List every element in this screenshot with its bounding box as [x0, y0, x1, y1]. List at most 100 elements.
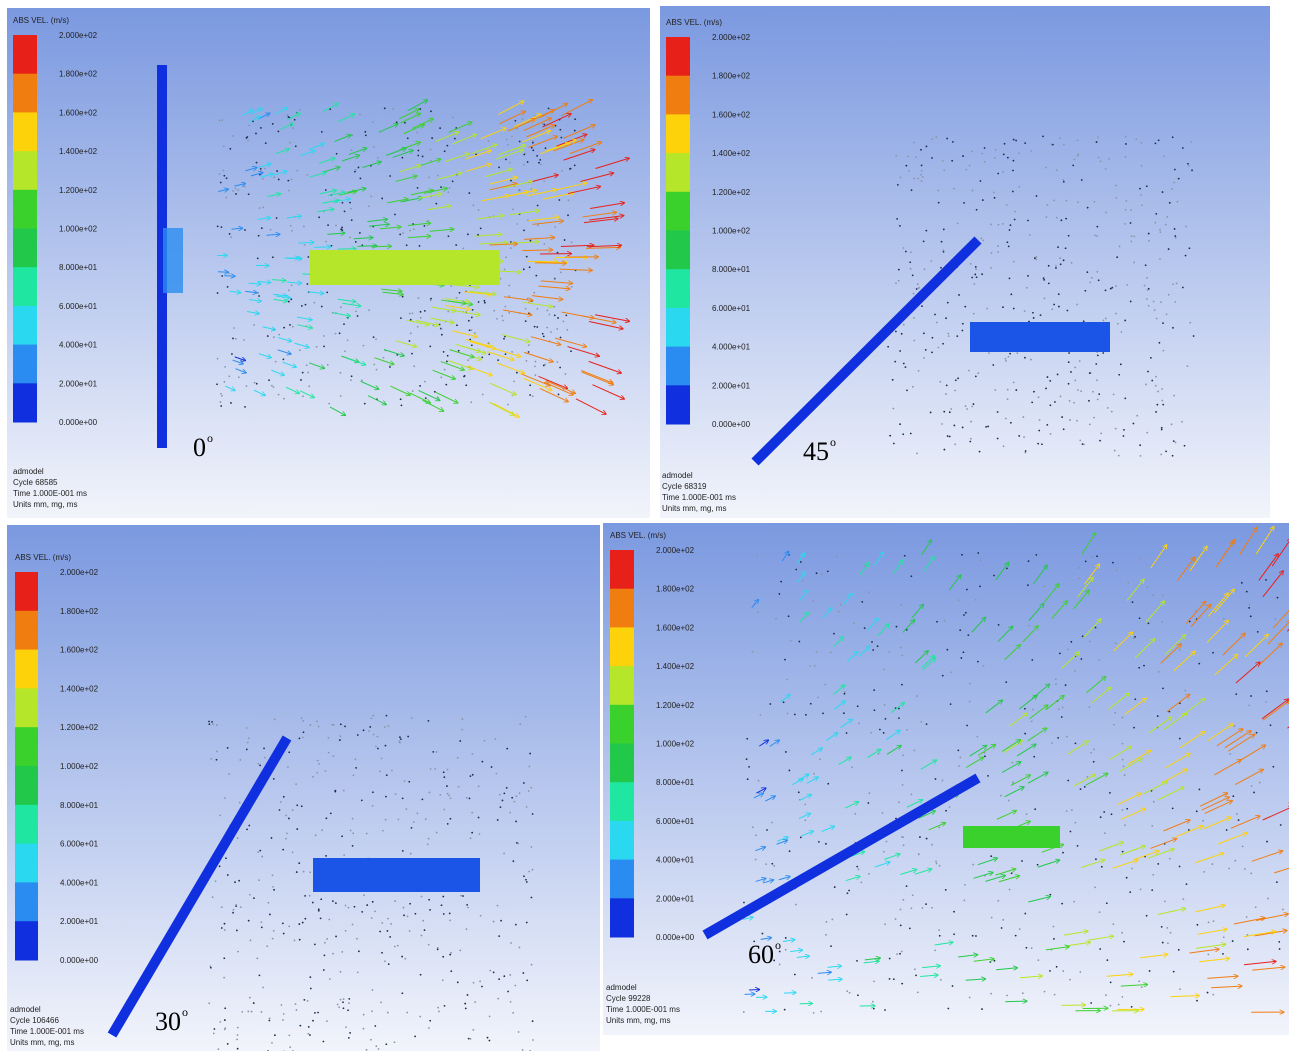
particle	[1155, 411, 1157, 413]
velocity-arrow	[560, 245, 594, 246]
particle	[1009, 421, 1012, 424]
particle	[511, 135, 513, 138]
particle	[216, 292, 219, 294]
velocity-arrow	[245, 168, 256, 172]
particle	[1115, 569, 1118, 572]
particle	[1139, 454, 1142, 457]
particle	[371, 1010, 373, 1013]
particle	[261, 855, 264, 858]
velocity-arrow	[1175, 826, 1203, 838]
particle	[827, 782, 830, 785]
particle	[262, 206, 265, 209]
particle	[898, 224, 901, 227]
particle	[287, 766, 289, 768]
particle	[1097, 136, 1100, 139]
particle	[1121, 758, 1124, 761]
particle	[940, 240, 943, 243]
velocity-arrow	[1217, 540, 1234, 566]
angle-label: 0	[193, 433, 206, 462]
particle	[1173, 168, 1176, 171]
particle	[226, 285, 229, 288]
velocity-arrow	[1027, 772, 1048, 784]
particle	[1100, 432, 1103, 435]
particle	[531, 868, 534, 871]
particle	[1083, 443, 1085, 446]
particle	[273, 1034, 276, 1037]
particle	[238, 879, 241, 882]
particle	[236, 1026, 239, 1029]
particle	[269, 913, 271, 916]
particle	[1174, 441, 1177, 444]
particle	[434, 768, 436, 770]
velocity-arrow	[769, 740, 779, 747]
particle	[472, 981, 475, 984]
particle	[1170, 423, 1173, 426]
particle	[477, 233, 479, 236]
particle	[529, 752, 532, 755]
particle	[902, 362, 905, 365]
velocity-arrow	[845, 876, 860, 882]
particle	[505, 786, 508, 789]
legend-label: 0.000e+00	[59, 418, 98, 427]
particle	[470, 316, 473, 319]
particle	[347, 906, 350, 909]
velocity-arrow	[337, 299, 356, 301]
particle	[1163, 900, 1166, 903]
particle	[1059, 137, 1061, 140]
particle	[220, 405, 223, 407]
particle	[1032, 317, 1035, 319]
particle	[303, 225, 305, 228]
particle	[1090, 556, 1093, 559]
velocity-arrow	[441, 299, 465, 303]
particle	[1073, 158, 1076, 161]
velocity-arrow	[877, 624, 889, 636]
velocity-arrow	[503, 296, 533, 301]
particle	[929, 411, 932, 414]
angle-degree: o	[775, 938, 781, 952]
particle	[375, 1045, 378, 1048]
particle	[370, 1038, 372, 1041]
particle	[272, 886, 274, 888]
particle	[1006, 156, 1009, 159]
velocity-arrow	[874, 862, 890, 868]
particle	[934, 313, 936, 316]
particle	[386, 1011, 389, 1014]
particle	[1222, 618, 1225, 620]
velocity-arrow	[382, 292, 403, 294]
velocity-arrow	[489, 184, 517, 191]
particle	[429, 345, 432, 348]
footer-line: Cycle 99228	[606, 994, 651, 1003]
particle	[531, 141, 534, 144]
particle	[1167, 293, 1170, 296]
particle	[234, 337, 237, 340]
velocity-arrow	[1098, 842, 1123, 852]
particle	[292, 127, 295, 129]
particle	[427, 943, 430, 946]
velocity-arrow	[751, 600, 759, 608]
particle	[424, 818, 427, 821]
particle	[423, 380, 426, 383]
particle	[328, 402, 331, 405]
particle	[209, 965, 212, 968]
particle	[1049, 432, 1052, 435]
velocity-arrow	[562, 100, 592, 116]
particle	[220, 927, 223, 929]
particle	[1282, 908, 1284, 911]
particle	[1059, 263, 1062, 266]
particle	[526, 297, 529, 300]
particle	[247, 139, 250, 142]
particle	[429, 908, 431, 911]
footer-line: Time 1.000E-001 ms	[13, 489, 87, 498]
particle	[457, 349, 460, 352]
velocity-arrow	[1244, 635, 1268, 658]
velocity-arrow	[797, 774, 809, 781]
particle	[989, 266, 992, 269]
particle	[1066, 309, 1069, 312]
particle	[239, 906, 242, 909]
particle	[509, 974, 512, 976]
particle	[1104, 168, 1107, 170]
velocity-arrow	[469, 290, 495, 294]
particle	[957, 599, 960, 602]
particle	[507, 990, 510, 993]
particle	[453, 137, 456, 140]
